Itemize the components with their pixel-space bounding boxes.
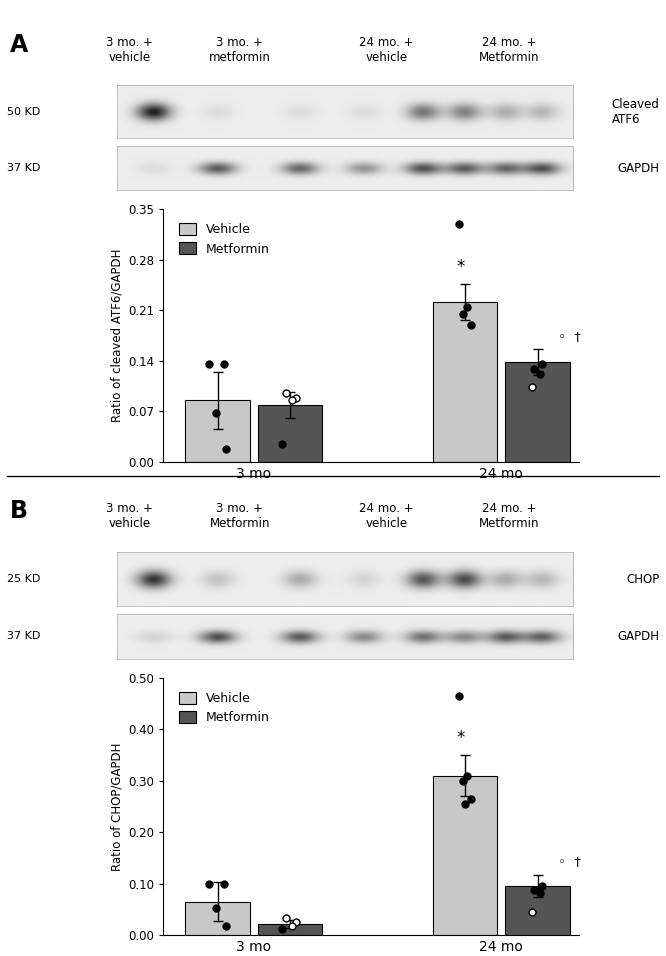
Legend: Vehicle, Metformin: Vehicle, Metformin [174, 218, 275, 261]
Bar [258, 405, 322, 462]
Y-axis label: Ratio of cleaved ATF6/GAPDH: Ratio of cleaved ATF6/GAPDH [111, 249, 124, 423]
Bar [185, 401, 250, 462]
Text: 24 mo. +
Metformin: 24 mo. + Metformin [480, 36, 539, 64]
Text: Cleaved
ATF6: Cleaved ATF6 [611, 98, 659, 126]
Bar [258, 923, 322, 935]
Bar [433, 301, 498, 462]
Text: 3 mo. +
vehicle: 3 mo. + vehicle [107, 36, 153, 64]
Text: 24 mo. +
vehicle: 24 mo. + vehicle [359, 502, 414, 530]
Text: *: * [457, 729, 466, 748]
Bar [505, 362, 569, 462]
Text: 3 mo. +
vehicle: 3 mo. + vehicle [107, 502, 153, 530]
Text: 50 KD: 50 KD [7, 107, 40, 117]
Text: 24 mo. +
Metformin: 24 mo. + Metformin [480, 502, 539, 530]
Legend: Vehicle, Metformin: Vehicle, Metformin [174, 686, 275, 729]
Bar [185, 902, 250, 935]
Text: GAPDH: GAPDH [617, 630, 659, 643]
Bar [505, 886, 569, 935]
Bar [433, 775, 498, 935]
Y-axis label: Ratio of CHOP/GAPDH: Ratio of CHOP/GAPDH [111, 742, 124, 871]
Text: A: A [10, 33, 28, 57]
Text: GAPDH: GAPDH [617, 162, 659, 175]
Text: CHOP: CHOP [626, 573, 659, 585]
Text: ◦  †: ◦ † [557, 330, 581, 343]
Text: 37 KD: 37 KD [7, 163, 40, 173]
Text: *: * [457, 258, 466, 276]
Text: 37 KD: 37 KD [7, 631, 40, 641]
Text: ◦  †: ◦ † [557, 856, 581, 868]
Text: 3 mo. +
metformin: 3 mo. + metformin [209, 36, 270, 64]
Text: 3 mo. +
Metformin: 3 mo. + Metformin [210, 502, 270, 530]
Text: 24 mo. +
vehicle: 24 mo. + vehicle [359, 36, 414, 64]
Text: B: B [10, 499, 28, 523]
Text: 25 KD: 25 KD [7, 574, 40, 584]
